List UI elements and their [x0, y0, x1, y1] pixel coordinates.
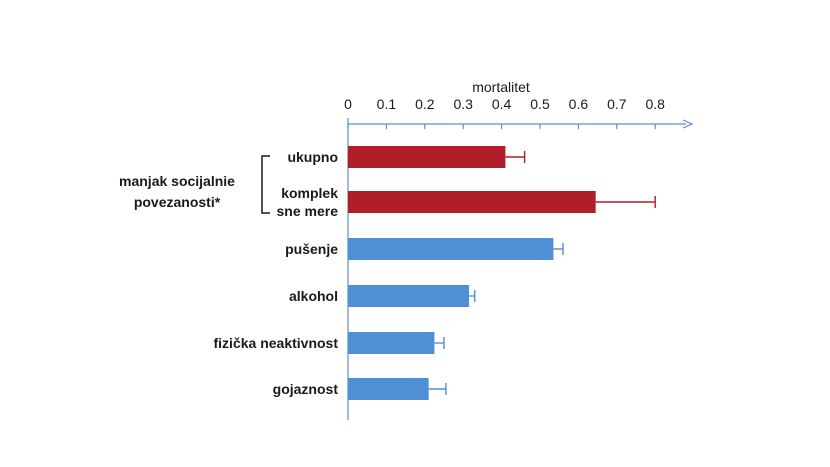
bars	[348, 146, 656, 400]
x-tick-label: 0.6	[569, 96, 589, 112]
category-label: ukupno	[287, 149, 338, 165]
x-tick-label: 0.7	[607, 96, 627, 112]
category-label: gojaznost	[273, 381, 339, 397]
x-tick-label: 0.4	[492, 96, 512, 112]
x-axis-ticks: 0 0.1 0.2 0.3 0.4 0.5 0.6 0.7 0.8	[344, 96, 665, 129]
category-labels: ukupno komplek sne mere pušenje alkohol fizič…	[214, 149, 339, 397]
x-axis-title: mortalitet	[472, 79, 530, 95]
bar	[348, 146, 506, 168]
bar	[348, 285, 469, 307]
group-annotation: manjak socijalnie povezanosti*	[119, 155, 270, 214]
x-tick-label: 0.8	[645, 96, 665, 112]
category-label: pušenje	[285, 241, 338, 257]
category-label: fizička neaktivnost	[214, 335, 339, 351]
group-label: povezanosti*	[134, 194, 221, 210]
axes	[347, 118, 694, 420]
x-tick-label: 0	[344, 96, 352, 112]
bar	[348, 191, 596, 213]
x-axis-arrow	[682, 119, 694, 129]
bar	[348, 378, 429, 400]
category-label: komplek	[281, 185, 338, 201]
x-tick-label: 0.5	[530, 96, 550, 112]
x-tick-label: 0.1	[377, 96, 397, 112]
group-label: manjak socijalnie	[119, 173, 235, 189]
x-tick-label: 0.3	[453, 96, 473, 112]
bar	[348, 238, 554, 260]
x-tick-label: 0.2	[415, 96, 435, 112]
group-bracket	[261, 155, 270, 214]
category-label: alkohol	[289, 288, 338, 304]
category-label: sne mere	[277, 203, 339, 219]
bar	[348, 332, 435, 354]
